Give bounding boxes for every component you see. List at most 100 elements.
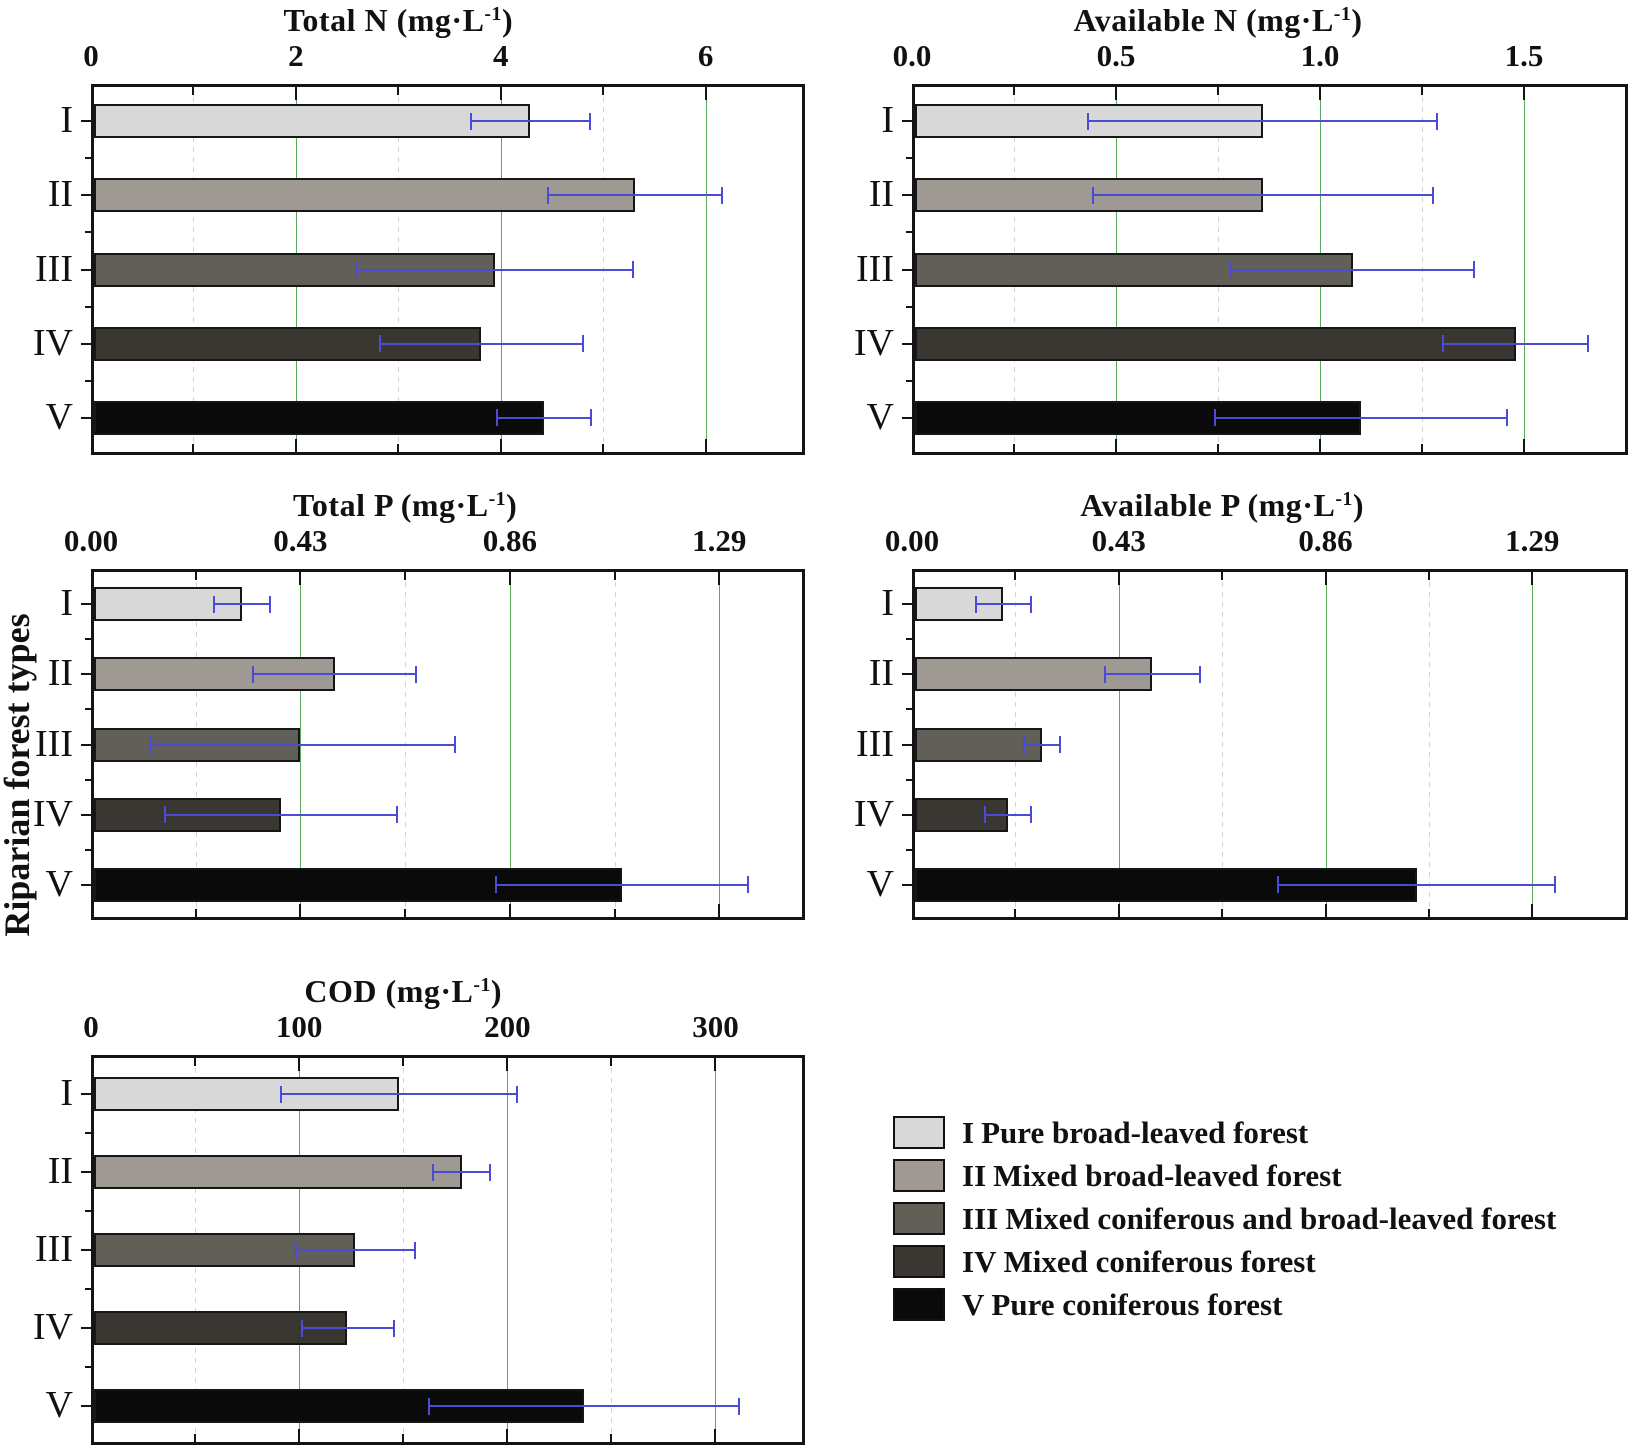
legend-numeral: III	[962, 1201, 999, 1236]
chart-title: Total P (mg·L-1)	[91, 487, 719, 524]
error-bar-cap	[212, 595, 215, 613]
chart-title-superscript: -1	[1335, 488, 1353, 511]
legend-label: IV Mixed coniferous forest	[962, 1243, 1316, 1280]
category-label-V: V	[866, 395, 894, 438]
error-bar-cap	[1198, 665, 1201, 683]
error-bar-cap	[164, 806, 167, 824]
x-tick-minor	[194, 1058, 197, 1066]
chart-title-text: Total P (mg·L	[293, 487, 489, 523]
x-tick-minor	[192, 444, 195, 452]
error-bar-cap	[355, 261, 358, 278]
y-tick-major	[81, 1405, 91, 1407]
x-tick-minor	[610, 1434, 613, 1442]
error-bar-cap	[395, 806, 398, 824]
x-tick-major	[299, 904, 302, 917]
x-tick-label: 4	[493, 38, 509, 73]
x-tick-major	[506, 1058, 509, 1071]
legend-label: I Pure broad-leaved forest	[962, 1114, 1308, 1151]
legend-numeral: I	[962, 1115, 975, 1150]
x-tick-major	[294, 439, 297, 452]
error-bar-cap	[1277, 876, 1280, 894]
legend-swatch	[893, 1159, 945, 1192]
x-tick-major	[718, 904, 721, 917]
y-tick-major	[902, 342, 912, 345]
major-gridline	[719, 572, 721, 917]
error-bar-cap	[454, 736, 457, 753]
error-bar-cap	[1473, 261, 1475, 278]
legend-swatch	[893, 1245, 945, 1278]
error-bar-cap	[149, 736, 152, 753]
error-bar	[470, 120, 591, 123]
x-tick-major	[1522, 87, 1525, 100]
y-tick-major	[81, 1249, 91, 1251]
x-tick-major	[508, 904, 511, 917]
category-label-I: I	[60, 1072, 73, 1114]
chart-title-superscript: -1	[1333, 3, 1352, 26]
major-gridline	[705, 87, 707, 452]
error-bar	[1091, 194, 1435, 197]
y-tick-major	[81, 603, 91, 606]
error-bar-cap	[974, 595, 977, 613]
x-tick-label: 1.0	[1300, 38, 1340, 73]
error-bar-cap	[1087, 112, 1090, 130]
chart-title-text: )	[506, 487, 518, 523]
minor-gridline	[614, 572, 616, 917]
x-tick-minor	[404, 909, 407, 917]
category-label-II: II	[47, 652, 73, 695]
category-label-I: I	[881, 99, 894, 142]
x-tick-label: 0.00	[63, 523, 119, 558]
error-bar	[1022, 743, 1062, 746]
y-tick-major	[81, 1327, 91, 1329]
x-tick-major	[1318, 87, 1321, 100]
major-gridline	[1523, 87, 1525, 452]
y-tick-major	[81, 1093, 91, 1095]
chart-title-text: Available N (mg·L	[1073, 2, 1334, 38]
x-tick-minor	[194, 572, 197, 580]
bar-V	[915, 400, 1361, 435]
category-label-II: II	[47, 1150, 73, 1192]
x-tick-major	[718, 572, 721, 585]
chart-title: COD (mg·L-1)	[91, 973, 715, 1010]
x-tick-major	[1318, 439, 1321, 452]
legend-numeral: V	[962, 1287, 985, 1322]
error-bar-cap	[413, 1241, 416, 1259]
x-tick-label: 1.5	[1504, 38, 1544, 73]
error-bar-cap	[269, 595, 272, 613]
y-tick-minor	[85, 1288, 91, 1290]
x-tick-major	[506, 1429, 509, 1442]
error-bar-cap	[589, 409, 592, 427]
plot-area	[912, 84, 1628, 455]
error-bar-cap	[631, 261, 634, 278]
error-bar	[1087, 120, 1439, 123]
legend-label: V Pure coniferous forest	[962, 1286, 1282, 1323]
x-tick-label: 0.00	[884, 523, 940, 558]
x-tick-minor	[1012, 444, 1015, 452]
chart-title-text: Available P (mg·L	[1080, 487, 1336, 523]
y-tick-major	[81, 416, 91, 419]
error-bar	[301, 1327, 395, 1329]
x-tick-minor	[1221, 909, 1224, 917]
chart-title-superscript: -1	[488, 488, 507, 511]
major-gridline	[715, 1058, 717, 1442]
x-tick-minor	[613, 572, 616, 580]
category-label-IV: IV	[853, 321, 894, 364]
error-bar-cap	[588, 112, 591, 130]
error-bar-cap	[721, 186, 724, 204]
category-label-II: II	[868, 652, 894, 695]
bar-III	[915, 727, 1042, 762]
x-tick-label: 1.29	[692, 523, 747, 558]
y-tick-major	[902, 268, 912, 271]
category-label-II: II	[868, 173, 894, 216]
category-label-V: V	[45, 1384, 73, 1426]
x-tick-minor	[1012, 87, 1015, 95]
error-bar	[984, 813, 1033, 816]
category-label-IV: IV	[32, 1306, 73, 1348]
plot-area	[91, 84, 805, 455]
category-label-V: V	[45, 395, 73, 438]
x-tick-minor	[402, 1434, 405, 1442]
error-bar-cap	[515, 1085, 518, 1103]
error-bar	[251, 673, 418, 676]
x-tick-minor	[1014, 909, 1017, 917]
legend-swatch	[893, 1116, 945, 1149]
